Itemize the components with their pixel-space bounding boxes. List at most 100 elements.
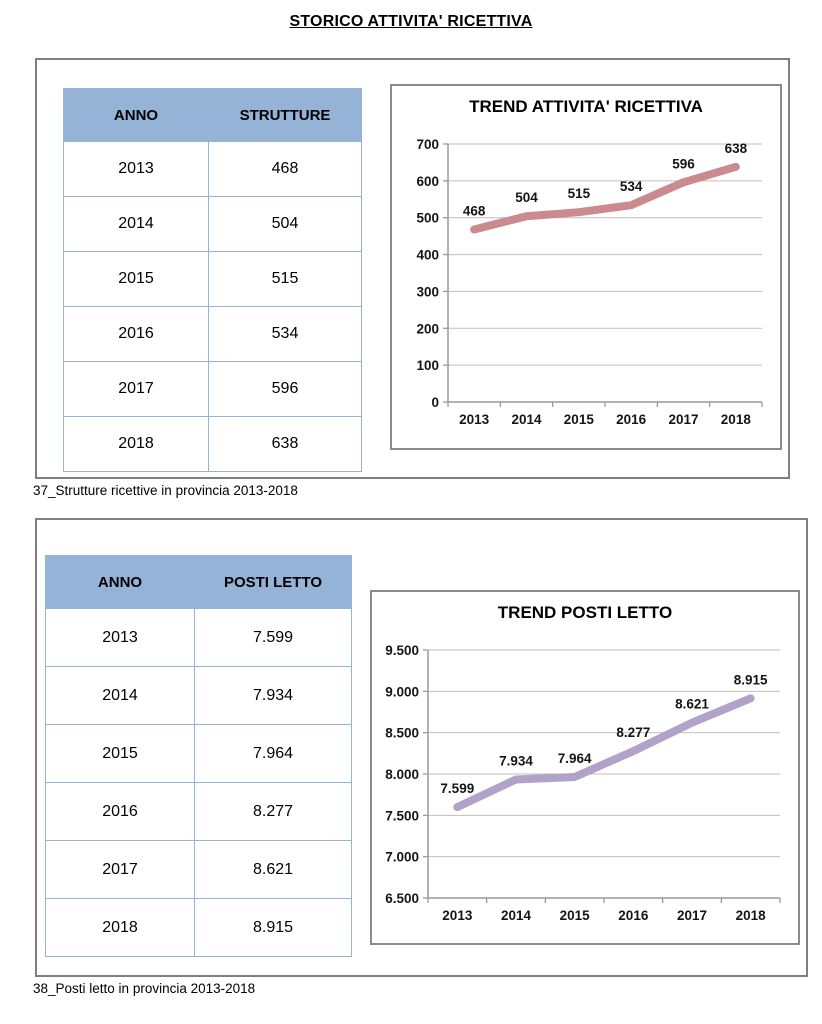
table-row: 2014 7.934 (45, 666, 352, 725)
table-cell: 2015 (45, 724, 195, 783)
trend-line (470, 162, 740, 234)
table-row: 2014 504 (63, 196, 362, 252)
x-tick-label: 2013 (442, 908, 473, 923)
table-cell: 596 (208, 361, 362, 417)
x-tick-label: 2013 (459, 412, 490, 427)
page-title: STORICO ATTIVITA' RICETTIVA (289, 13, 533, 30)
y-tick-label: 100 (416, 358, 439, 373)
table-row: 2016 8.277 (45, 782, 352, 841)
chart-title-posti-letto: TREND POSTI LETTO (497, 603, 673, 622)
table-row: 2017 8.621 (45, 840, 352, 899)
y-tick-label: 500 (416, 211, 439, 226)
table-cell: 2014 (45, 666, 195, 725)
x-tick-label: 2014 (501, 908, 532, 923)
table-header-cell-posti-letto: POSTI LETTO (194, 555, 352, 609)
table-header-cell-strutture: STRUTTURE (208, 88, 362, 142)
line-chart-strutture: 0 100 200 300 400 500 600 700 2013 2014 2015 2016 20… (416, 137, 763, 427)
table-header: ANNO POSTI LETTO (45, 555, 352, 609)
data-label: 515 (568, 186, 591, 201)
y-tick-label: 0 (431, 395, 439, 410)
y-tick-label: 7.500 (385, 808, 419, 823)
table-cell: 2017 (45, 840, 195, 899)
table-cell: 8.915 (194, 898, 352, 957)
table-row: 2018 8.915 (45, 898, 352, 957)
data-label: 504 (515, 190, 538, 205)
table-cell: 515 (208, 251, 362, 307)
data-label: 596 (672, 156, 695, 171)
table-cell: 8.277 (194, 782, 352, 841)
table-cell: 2018 (63, 416, 209, 472)
table-row: 2015 515 (63, 251, 362, 307)
table-cell: 7.599 (194, 608, 352, 667)
y-tick-label: 200 (416, 321, 439, 336)
data-label: 468 (463, 204, 486, 219)
table-header: ANNO STRUTTURE (63, 88, 362, 142)
caption-strutture: 37_Strutture ricettive in provincia 2013… (33, 483, 298, 498)
table-cell: 2018 (45, 898, 195, 957)
y-tick-label: 8.500 (385, 726, 419, 741)
table-cell: 638 (208, 416, 362, 472)
data-label: 7.964 (558, 751, 592, 766)
x-tick-label: 2015 (560, 908, 591, 923)
line-chart-posti-letto: 6.500 7.000 7.500 8.000 8.500 9.000 9.500 2013 2… (385, 643, 781, 923)
panel-posti-letto: ANNO POSTI LETTO 2013 7.599 2014 7.934 2015 7… (35, 518, 808, 977)
y-tick-label: 300 (416, 284, 439, 299)
y-tick-label: 600 (416, 174, 439, 189)
table-header-cell-anno: ANNO (63, 88, 209, 142)
table-cell: 2016 (45, 782, 195, 841)
y-tick-label: 700 (416, 137, 439, 152)
table-row: 2013 468 (63, 141, 362, 197)
table-row: 2015 7.964 (45, 724, 352, 783)
table-cell: 2015 (63, 251, 209, 307)
x-tick-label: 2014 (511, 412, 542, 427)
table-cell: 2013 (45, 608, 195, 667)
trend-line (453, 694, 755, 812)
table-cell: 7.934 (194, 666, 352, 725)
table-cell: 2014 (63, 196, 209, 252)
table-header-row: ANNO STRUTTURE (63, 88, 362, 142)
y-tick-label: 400 (416, 248, 439, 263)
data-label: 8.915 (734, 672, 768, 687)
table-strutture: ANNO STRUTTURE 2013 468 2014 504 2015 515 2016… (63, 88, 362, 472)
table-posti-letto: ANNO POSTI LETTO 2013 7.599 2014 7.934 2015 7… (45, 555, 352, 957)
x-tick-label: 2015 (564, 412, 595, 427)
data-label: 638 (725, 141, 748, 156)
y-tick-label: 9.000 (385, 684, 419, 699)
x-tick-label: 2016 (618, 908, 649, 923)
chart-frame-posti-letto: TREND POSTI LETTO 6.500 7.000 7.500 8.000 8.… (370, 590, 800, 945)
panel-strutture: ANNO STRUTTURE 2013 468 2014 504 2015 515 2016… (35, 58, 790, 479)
table-cell: 8.621 (194, 840, 352, 899)
table-row: 2018 638 (63, 416, 362, 472)
data-label: 7.599 (440, 781, 474, 796)
table-body: 2013 7.599 2014 7.934 2015 7.964 2016 8.277 2017… (45, 608, 352, 957)
chart-title-strutture: TREND ATTIVITA' RICETTIVA (469, 97, 703, 116)
caption-posti-letto: 38_Posti letto in provincia 2013-2018 (33, 981, 256, 996)
table-cell: 7.964 (194, 724, 352, 783)
y-tick-label: 6.500 (385, 891, 419, 906)
table-row: 2017 596 (63, 361, 362, 417)
x-tick-label: 2017 (668, 412, 698, 427)
table-row: 2016 534 (63, 306, 362, 362)
x-tick-label: 2018 (721, 412, 752, 427)
chart-frame-strutture: TREND ATTIVITA' RICETTIVA 0 100 200 300 400 5… (390, 84, 782, 450)
y-tick-label: 9.500 (385, 643, 419, 658)
data-label: 8.277 (616, 725, 650, 740)
table-header-cell-anno: ANNO (45, 555, 195, 609)
table-cell: 2013 (63, 141, 209, 197)
x-tick-label: 2016 (616, 412, 647, 427)
table-cell: 2017 (63, 361, 209, 417)
table-cell: 504 (208, 196, 362, 252)
data-label: 7.934 (499, 753, 533, 768)
table-cell: 534 (208, 306, 362, 362)
table-cell: 468 (208, 141, 362, 197)
table-cell: 2016 (63, 306, 209, 362)
y-tick-label: 8.000 (385, 767, 419, 782)
data-label: 8.621 (675, 697, 709, 712)
table-row: 2013 7.599 (45, 608, 352, 667)
table-body: 2013 468 2014 504 2015 515 2016 534 2017 596 2018 6… (63, 141, 362, 472)
x-tick-label: 2017 (677, 908, 707, 923)
y-tick-label: 7.000 (385, 850, 419, 865)
data-label: 534 (620, 179, 643, 194)
x-tick-label: 2018 (736, 908, 767, 923)
